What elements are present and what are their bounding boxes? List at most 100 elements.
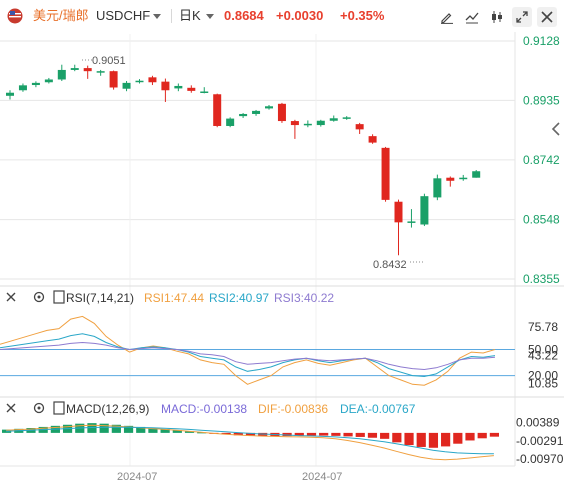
candle: [161, 78, 170, 102]
candle: [381, 146, 390, 202]
candle-body: [148, 77, 157, 83]
rsi-tick-label: 75.78: [528, 320, 558, 334]
symbol-chevron-down-icon[interactable]: [153, 14, 161, 20]
candle-body: [303, 123, 312, 126]
candle: [446, 176, 455, 187]
candle-body: [31, 82, 40, 86]
macd-bar: [111, 424, 121, 433]
candle: [187, 85, 196, 93]
candle-body: [213, 94, 222, 126]
candle-body: [44, 79, 53, 83]
chart-grid: [0, 32, 516, 466]
candle-body: [472, 171, 481, 178]
rsi-tick-label: 10.85: [528, 377, 558, 391]
macd-bar: [160, 429, 170, 433]
candle: [135, 79, 144, 84]
time-tick-1: 2024-07: [117, 471, 157, 483]
rsi-settings-gear-icon[interactable]: [33, 291, 45, 303]
candle-body: [96, 71, 105, 73]
macd-header: MACD(12,26,9) MACD:-0.00138 DIF:-0.00836…: [6, 401, 416, 416]
rsi-close-icon[interactable]: [6, 292, 16, 302]
candle: [420, 193, 429, 227]
candle-body: [83, 68, 92, 72]
high-annotation: 0.9051: [92, 55, 126, 67]
candle: [57, 64, 66, 82]
candle: [265, 105, 273, 110]
rsi-tick-label: 20.00: [528, 369, 558, 383]
macd-bar: [233, 432, 243, 436]
macd-bar: [465, 432, 475, 441]
timeframe-chevron-down-icon[interactable]: [206, 14, 214, 20]
macd-bar: [416, 432, 426, 447]
candle: [6, 90, 14, 100]
macd-bar: [392, 432, 402, 443]
dif-line: [6, 424, 494, 461]
macd-close-icon[interactable]: [6, 403, 16, 413]
dea-line: [6, 426, 494, 455]
candle-body: [277, 103, 286, 122]
macd-tick-label: -0.00291: [516, 434, 564, 448]
candle: [368, 134, 377, 144]
macd-bar: [489, 432, 499, 437]
rsi-line: [0, 333, 496, 378]
candle: [316, 119, 325, 127]
candle: [213, 93, 222, 128]
rsi-tick-label: 43.22: [528, 348, 558, 362]
candle: [472, 170, 481, 178]
toolbar-divider: [171, 9, 172, 23]
rsi-gear-center: [37, 295, 41, 299]
pencil-icon[interactable]: [437, 7, 457, 27]
candle: [394, 199, 403, 256]
candle: [459, 174, 468, 181]
macd-bar: [221, 432, 231, 435]
candle-body: [342, 117, 351, 119]
candle-body: [174, 85, 183, 89]
candle-body: [239, 113, 248, 117]
candle: [18, 83, 27, 92]
candle-body: [433, 178, 442, 198]
macd-settings-gear-icon[interactable]: [33, 402, 45, 414]
macd-bar: [184, 431, 195, 433]
rsi-lock-icon[interactable]: [53, 290, 65, 304]
macd-bar: [294, 432, 304, 436]
macd-bar: [136, 426, 146, 433]
macd-lock-icon[interactable]: [53, 401, 65, 415]
macd-gear-center: [37, 406, 41, 410]
dif-value-label: DIF:-0.00836: [258, 402, 328, 416]
candle-body: [109, 71, 118, 88]
timeframe-select[interactable]: 日K: [179, 8, 201, 23]
candle: [83, 65, 92, 79]
candle: [303, 120, 312, 128]
line-chart-icon[interactable]: [462, 7, 482, 27]
rsi-lines: [0, 315, 515, 386]
macd-title: MACD(12,26,9): [66, 402, 149, 416]
candle: [355, 122, 364, 134]
candle: [70, 64, 79, 72]
macd-bar: [453, 432, 463, 444]
rsi3-label: RSI3:40.22: [274, 291, 334, 305]
macd-bar: [343, 432, 353, 437]
price-change: +0.0030: [276, 8, 324, 23]
dea-value-label: DEA:-0.00767: [340, 402, 416, 416]
macd-bar: [477, 432, 487, 439]
close-icon[interactable]: [537, 7, 557, 27]
price-axis: 0.9128 0.8935 0.8742 0.8548 0.8355: [523, 34, 560, 286]
symbol-label[interactable]: USDCHF: [96, 8, 151, 23]
pair-name[interactable]: 美元/瑞郎: [33, 8, 89, 23]
price-tick-label: 0.8548: [523, 213, 560, 227]
expand-icon[interactable]: [512, 7, 532, 27]
candle-body: [6, 92, 14, 96]
rsi-header: RSI(7,14,21) RSI1:47.44 RSI2:40.97 RSI3:…: [6, 290, 334, 305]
macd-axis: 0.00389 -0.00291 -0.00970: [516, 415, 564, 466]
candle-body: [252, 110, 261, 114]
macd-histogram: [2, 423, 499, 461]
rsi2-label: RSI2:40.97: [209, 291, 269, 305]
macd-bar: [87, 423, 97, 433]
collapse-panel-icon[interactable]: [547, 112, 564, 146]
macd-bar: [148, 428, 158, 433]
candlestick-icon[interactable]: [487, 7, 507, 27]
candle-body: [420, 196, 429, 225]
candle: [31, 81, 40, 88]
